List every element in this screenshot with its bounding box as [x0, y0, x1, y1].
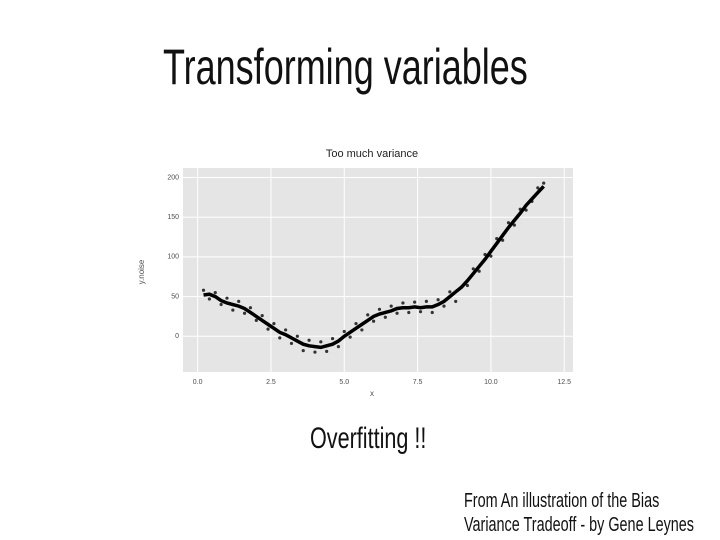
x-tick-label: 2.5: [266, 379, 276, 386]
data-point: [213, 291, 217, 295]
data-point: [225, 296, 229, 300]
source-text: From An illustration of the Bias: [464, 490, 660, 512]
data-point: [237, 299, 241, 303]
data-point: [266, 327, 270, 331]
data-point: [325, 349, 329, 353]
data-point: [395, 311, 399, 315]
data-point: [506, 221, 511, 225]
data-point: [536, 186, 540, 190]
data-point: [407, 310, 411, 315]
data-point: [319, 340, 323, 344]
data-point: [342, 329, 346, 334]
data-point: [278, 336, 282, 340]
fit-line: [203, 185, 545, 350]
data-point: [336, 344, 341, 349]
data-point: [207, 297, 211, 301]
x-tick-label: 10.0: [484, 379, 498, 386]
chart-title: Too much variance: [326, 148, 418, 160]
y-axis-label: y.noise: [137, 259, 146, 284]
slide-title: Transforming variables: [163, 39, 528, 95]
data-point: [471, 267, 475, 271]
data-point: [418, 310, 423, 314]
data-point: [248, 306, 253, 310]
data-point: [389, 304, 393, 308]
x-tick-label: 5.0: [339, 379, 349, 386]
data-point: [307, 338, 311, 342]
data-point: [231, 308, 235, 312]
y-tick-label: 100: [167, 254, 179, 261]
y-tick-label: 200: [167, 174, 179, 181]
data-point: [295, 334, 299, 338]
x-tick-label: 0.0: [193, 379, 203, 386]
data-point: [442, 304, 446, 308]
data-point: [313, 350, 317, 354]
data-point: [413, 300, 417, 304]
data-point: [260, 314, 264, 318]
data-point: [542, 181, 546, 185]
data-point: [330, 337, 335, 341]
data-point: [401, 301, 405, 305]
data-point: [354, 321, 358, 326]
data-point: [383, 315, 387, 319]
data-point: [465, 283, 470, 288]
x-tick-label: 12.5: [557, 379, 571, 386]
data-point: [477, 269, 481, 273]
data-point: [284, 328, 288, 332]
data-point: [372, 319, 376, 323]
x-axis-label: x: [370, 389, 374, 398]
data-point: [454, 299, 458, 303]
source-text: Variance Tradeoff - by Gene Leynes: [464, 514, 695, 536]
data-point: [448, 290, 452, 294]
x-tick-label: 7.5: [413, 379, 423, 386]
y-tick-label: 0: [175, 333, 179, 340]
data-point: [242, 311, 247, 315]
data-point: [272, 321, 276, 326]
data-point: [301, 348, 305, 353]
y-tick-label: 150: [167, 214, 179, 221]
data-point: [201, 288, 206, 292]
data-point: [436, 298, 440, 302]
data-point: [360, 328, 364, 332]
data-point: [512, 223, 516, 227]
data-point: [424, 299, 428, 303]
data-point: [377, 307, 382, 311]
caption: Overfitting !!: [310, 422, 427, 455]
y-tick-label: 50: [171, 293, 179, 300]
plot-background: [183, 168, 573, 372]
data-point: [366, 313, 370, 317]
data-point: [348, 335, 352, 339]
data-point: [219, 302, 223, 307]
data-point: [430, 310, 434, 315]
data-point: [289, 341, 294, 346]
data-point: [254, 318, 258, 323]
